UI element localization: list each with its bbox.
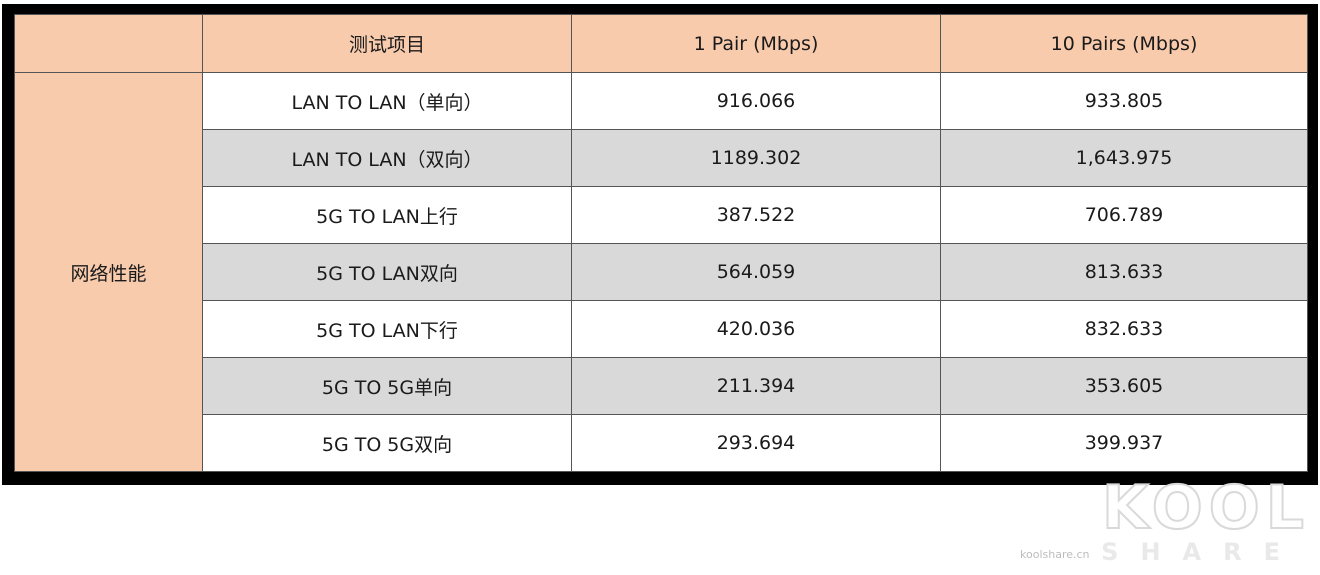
ten-pairs-cell: 813.633 (940, 243, 1308, 301)
one-pair-cell: 420.036 (571, 300, 941, 358)
table-row: 5G TO 5G单向 211.394 353.605 (15, 357, 1308, 415)
table-row: 5G TO LAN双向 564.059 813.633 (15, 243, 1308, 301)
header-cell-one-pair: 1 Pair (Mbps) (571, 14, 941, 73)
one-pair-cell: 1189.302 (571, 129, 941, 187)
test-item-cell: 5G TO 5G单向 (202, 357, 572, 415)
test-item-cell: 5G TO LAN双向 (202, 243, 572, 301)
header-cell-test-item: 测试项目 (202, 14, 572, 73)
header-cell-blank (14, 14, 203, 73)
network-performance-table: 测试项目 1 Pair (Mbps) 10 Pairs (Mbps) 网络性能 … (14, 14, 1308, 472)
ten-pairs-cell: 832.633 (940, 300, 1308, 358)
watermark-url: koolshare.cn (1020, 548, 1090, 561)
one-pair-cell: 564.059 (571, 243, 941, 301)
watermark-logo-sub: SHARE (1101, 538, 1302, 566)
ten-pairs-cell: 933.805 (940, 72, 1308, 130)
watermark-logo: KOOL (1101, 473, 1310, 543)
category-cell: 网络性能 (14, 72, 203, 472)
ten-pairs-cell: 353.605 (940, 357, 1308, 415)
test-item-cell: LAN TO LAN（双向） (202, 129, 572, 187)
test-item-cell: 5G TO LAN下行 (202, 300, 572, 358)
test-item-cell: LAN TO LAN（单向） (202, 72, 572, 130)
ten-pairs-cell: 399.937 (940, 414, 1308, 472)
table-row: 5G TO LAN上行 387.522 706.789 (15, 186, 1308, 244)
table-row: 5G TO LAN下行 420.036 832.633 (15, 300, 1308, 358)
table-row: 网络性能 LAN TO LAN（单向） 916.066 933.805 (14, 72, 1308, 472)
table-row: LAN TO LAN（双向） 1189.302 1,643.975 (15, 129, 1308, 187)
table-header-row: 测试项目 1 Pair (Mbps) 10 Pairs (Mbps) (14, 14, 1308, 73)
test-item-cell: 5G TO 5G双向 (202, 414, 572, 472)
one-pair-cell: 293.694 (571, 414, 941, 472)
one-pair-cell: 916.066 (571, 72, 941, 130)
table-row: 5G TO 5G双向 293.694 399.937 (15, 414, 1308, 472)
ten-pairs-cell: 1,643.975 (940, 129, 1308, 187)
test-item-cell: 5G TO LAN上行 (202, 186, 572, 244)
one-pair-cell: 211.394 (571, 357, 941, 415)
one-pair-cell: 387.522 (571, 186, 941, 244)
ten-pairs-cell: 706.789 (940, 186, 1308, 244)
header-cell-ten-pairs: 10 Pairs (Mbps) (940, 14, 1308, 73)
